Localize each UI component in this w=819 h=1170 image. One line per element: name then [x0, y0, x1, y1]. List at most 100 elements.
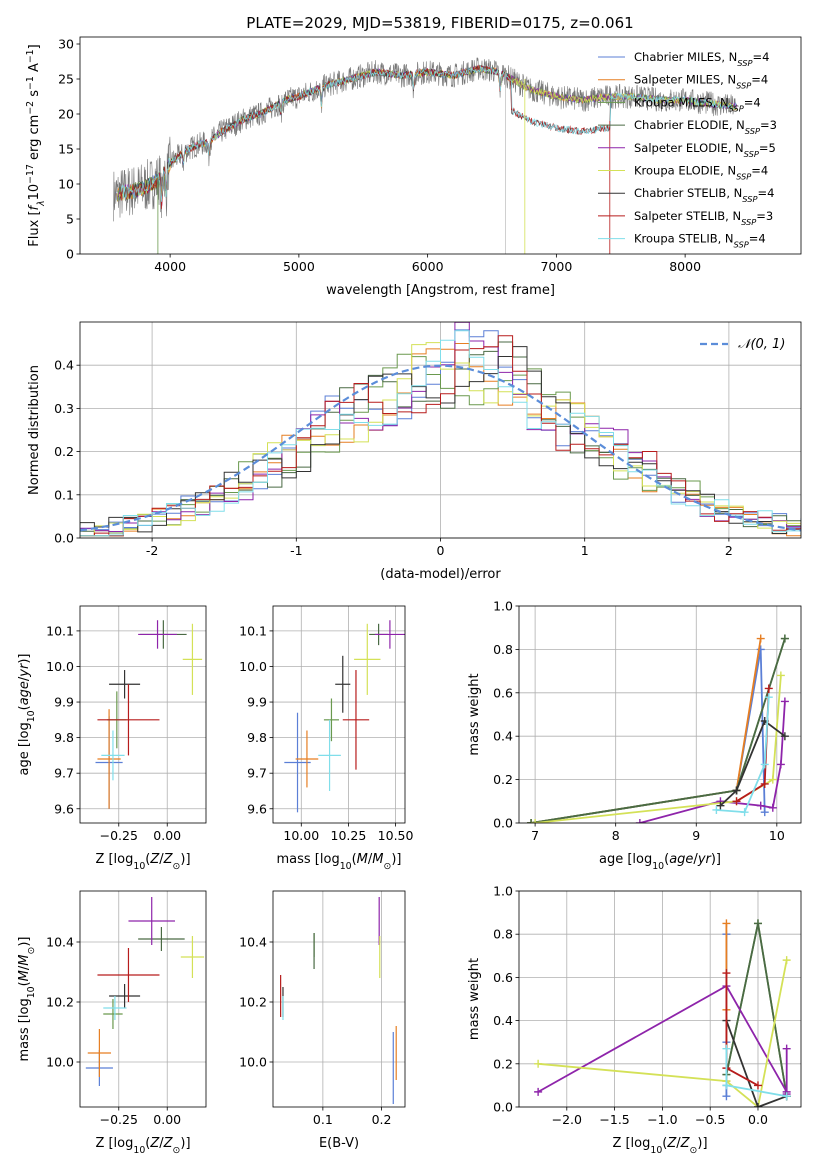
- label-part: 10: [133, 861, 145, 872]
- weight-marker: [782, 956, 791, 965]
- y-tick-label: 10.0: [46, 659, 74, 674]
- panel-residuals: -2 -1 0 1 2 0.0 0.1 0.2 0.3 0.4 (data-model)/error…: [27, 321, 802, 582]
- label-part: SSP: [744, 149, 759, 159]
- y-tick-label: 0.4: [493, 729, 513, 744]
- axes-frame: [79, 890, 207, 1108]
- y-tick-label: 10.4: [46, 935, 74, 950]
- errorbar-kroupa-stelib: [103, 996, 127, 1020]
- y-tick-label: 10.0: [239, 659, 267, 674]
- label-part: (: [664, 852, 669, 867]
- x-tick-label: −0.25: [100, 1112, 138, 1127]
- legend-label-salpeter-miles: Salpeter MILES, NSSP=4: [634, 73, 768, 91]
- weight-marker: [635, 819, 644, 823]
- plot-area: [534, 919, 791, 1107]
- label-part: 10: [26, 710, 37, 722]
- weight-marker: [534, 1087, 543, 1096]
- x-tick-label: 10.25: [331, 828, 367, 843]
- weight-marker: [768, 775, 777, 784]
- y-tick-label: 0.0: [493, 816, 513, 831]
- weight-marker: [732, 786, 741, 795]
- label-part: (: [145, 1136, 150, 1151]
- weight-marker: [712, 805, 721, 814]
- weight-marker: [722, 919, 731, 928]
- y-tick-label: 9.8: [247, 730, 267, 745]
- label-part: age: [17, 681, 32, 705]
- weight-line: [725, 973, 759, 1087]
- x-tick-label: 8000: [669, 259, 701, 274]
- label-part: =4: [757, 186, 774, 200]
- errorbar-kroupa-stelib: [101, 730, 125, 781]
- x-axis-label: wavelength [Angstrom, rest frame]: [326, 283, 555, 298]
- y-tick-label: 10.4: [239, 935, 267, 950]
- grid-lines: [80, 606, 206, 823]
- x-tick-label: 10.50: [378, 828, 414, 843]
- label-part: )]: [697, 1136, 707, 1151]
- weight-marker: [780, 634, 789, 643]
- errorbar-kroupa-elodie: [354, 623, 381, 695]
- x-tick-label: −1.5: [599, 1112, 629, 1127]
- label-part: M: [17, 955, 32, 966]
- weight-marker: [722, 1092, 731, 1101]
- label-part: =5: [759, 141, 776, 155]
- y-axis-label: mass [log10(M/M⊙)]: [17, 937, 37, 1062]
- errorbar-kroupa-miles: [103, 999, 123, 1029]
- errorbar-chabrier-stelib: [109, 984, 141, 1008]
- panel-age-vs-mass: 10.00 10.25 10.50 9.6 9.7 9.8 9.9 10.0 10.1 mass …: [239, 605, 414, 872]
- label-part: E(B-V): [319, 1136, 359, 1151]
- label-part: SSP: [737, 58, 752, 68]
- y-tick-label: 9.9: [54, 695, 74, 710]
- y-tick-label: 10: [58, 177, 74, 192]
- label-part: Salpeter MILES, N: [634, 73, 736, 87]
- label-part: /: [159, 852, 164, 867]
- x-tick-label: 0.1: [313, 1112, 333, 1127]
- label-part: Z [log: [612, 1136, 650, 1151]
- weight-marker: [764, 684, 773, 693]
- weight-marker: [760, 779, 769, 788]
- plot-area: [113, 57, 737, 254]
- label-part: Kroupa STELIB, N: [634, 232, 734, 246]
- x-axis-label: Z [log10(Z/Z⊙)]: [95, 1136, 190, 1156]
- x-axis-label: Z [log10(Z/Z⊙)]: [612, 1136, 707, 1156]
- errorbar-chabrier-miles: [284, 712, 311, 813]
- axes-frame: [518, 605, 802, 824]
- x-tick-label: 0.00: [153, 828, 181, 843]
- errorbar-chabrier-stelib: [109, 670, 141, 699]
- label-part: erg cm: [27, 115, 42, 164]
- errorbar-salpeter-stelib: [97, 948, 160, 1002]
- label-part: Kroupa ELODIE, N: [634, 164, 736, 178]
- model-kroupa-stelib-line: [120, 65, 737, 202]
- label-part: ⊙: [384, 861, 392, 872]
- y-tick-label: 9.8: [54, 730, 74, 745]
- legend-label-chabrier-miles: Chabrier MILES, NSSP=4: [634, 50, 769, 68]
- weight-series-salpeter-stelib: [722, 969, 762, 1090]
- panel-spectrum: 4000 5000 6000 7000 8000 0 5 10 15 20 25 30 waveleng…: [25, 37, 802, 298]
- label-part: yr: [697, 852, 713, 867]
- weight-marker: [753, 1081, 762, 1090]
- x-tick-label: −0.5: [695, 1112, 725, 1127]
- plot-area: [284, 620, 405, 813]
- errorbar-salpeter-miles: [295, 730, 319, 788]
- x-tick-label: 9: [692, 828, 700, 843]
- label-part: SSP: [742, 194, 757, 204]
- axes-frame: [79, 321, 802, 539]
- weight-marker: [756, 645, 765, 654]
- x-axis-label: Z [log10(Z/Z⊙)]: [95, 852, 190, 872]
- weight-series-kroupa-stelib: [722, 1044, 791, 1101]
- y-tick-label: 0.3: [54, 401, 74, 416]
- x-tick-label: 5000: [283, 259, 315, 274]
- plot-area: [95, 620, 203, 809]
- y-tick-label: 0.8: [493, 927, 513, 942]
- y-tick-label: 0.2: [493, 1056, 513, 1071]
- plot-area: [85, 897, 205, 1086]
- label-part: SSP: [736, 81, 751, 91]
- label-part: ⊙: [26, 947, 37, 955]
- weight-marker: [716, 801, 725, 810]
- x-tick-label: 1: [581, 543, 589, 558]
- x-axis-label: mass [log10(M/M⊙)]: [277, 852, 402, 872]
- y-tick-label: 9.6: [247, 801, 267, 816]
- label-part: Kroupa MILES, N: [634, 95, 729, 109]
- y-axis-label: mass weight: [467, 958, 482, 1040]
- errorbar-salpeter-elodie: [128, 897, 175, 945]
